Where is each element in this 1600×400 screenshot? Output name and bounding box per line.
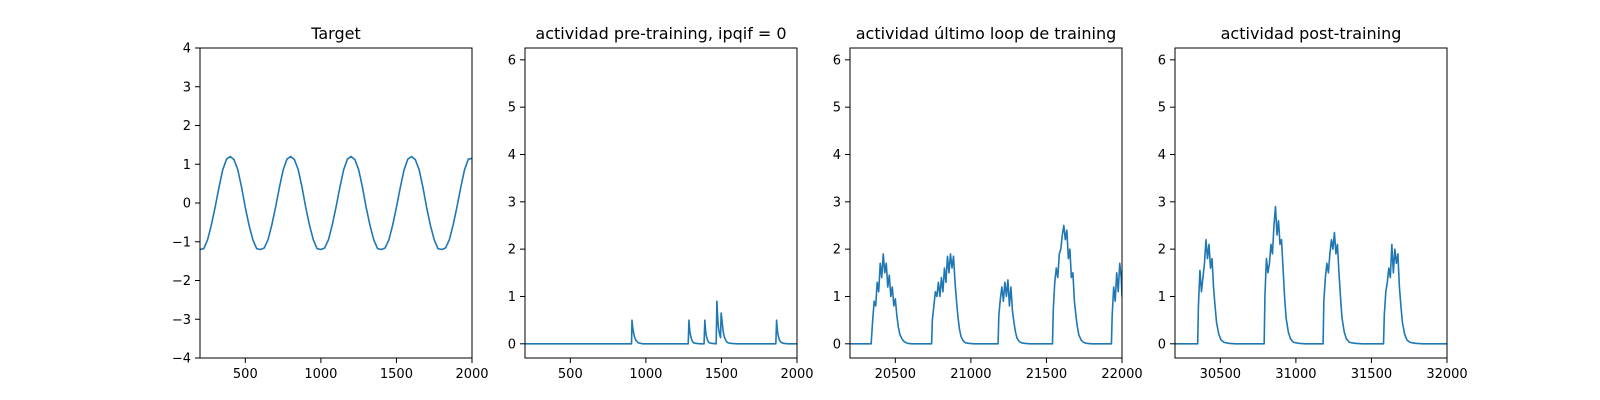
y-tick-label: 6 — [508, 53, 516, 68]
x-tick-label: 22000 — [1101, 367, 1142, 382]
y-tick-label: 2 — [183, 119, 191, 134]
y-tick-label: 0 — [1158, 337, 1166, 352]
x-tick-label: 21000 — [950, 367, 991, 382]
y-tick-label: 0 — [833, 337, 841, 352]
y-tick-label: 1 — [833, 290, 841, 305]
y-tick-label: −3 — [172, 313, 191, 328]
chart-panel-2: actividad pre-training, ipqif = 0 500 1000… — [508, 24, 814, 382]
series-line-1 — [525, 300, 797, 345]
chart-title: actividad último loop de training — [856, 24, 1117, 43]
y-tick-label: −2 — [172, 274, 191, 289]
axes-frame — [1174, 47, 1448, 359]
x-tick-label: 30500 — [1200, 367, 1241, 382]
axes-frame — [199, 47, 473, 359]
y-tick-label: 0 — [508, 337, 516, 352]
series-line-1 — [1175, 205, 1447, 345]
y-tick-label: −1 — [172, 235, 191, 250]
y-tick-label: −4 — [172, 352, 191, 367]
y-tick-label: 4 — [833, 148, 841, 163]
y-tick-label: 5 — [1158, 101, 1166, 116]
y-tick-label: 3 — [1158, 195, 1166, 210]
axes-frame — [524, 47, 798, 359]
chart-title: actividad pre-training, ipqif = 0 — [535, 24, 786, 43]
x-tick-label: 32000 — [1426, 367, 1467, 382]
x-tick-label: 1000 — [304, 367, 337, 382]
y-tick-label: 5 — [508, 101, 516, 116]
y-tick-label: 6 — [1158, 53, 1166, 68]
x-tick-label: 2000 — [455, 367, 488, 382]
series-line-1 — [200, 155, 472, 251]
y-tick-label: 2 — [1158, 243, 1166, 258]
chart-title: actividad post-training — [1221, 24, 1402, 43]
x-tick-label: 1500 — [705, 367, 738, 382]
y-tick-label: 2 — [833, 243, 841, 258]
chart-panel-1: Target 500 1000 1500 2000 −4 −3 −2 −1 0 1 2 3 4 — [172, 24, 489, 382]
axes-frame — [849, 47, 1123, 359]
series-line-1 — [850, 224, 1122, 345]
x-tick-label: 1500 — [380, 367, 413, 382]
x-tick-label: 2000 — [780, 367, 813, 382]
x-tick-label: 500 — [558, 367, 583, 382]
x-tick-label: 21500 — [1026, 367, 1067, 382]
y-tick-label: 5 — [833, 101, 841, 116]
x-tick-label: 500 — [233, 367, 258, 382]
y-tick-label: 3 — [183, 80, 191, 95]
x-tick-label: 31000 — [1275, 367, 1316, 382]
y-tick-label: 3 — [833, 195, 841, 210]
x-tick-label: 20500 — [875, 367, 916, 382]
y-tick-label: 4 — [1158, 148, 1166, 163]
y-tick-label: 0 — [183, 197, 191, 212]
y-tick-label: 3 — [508, 195, 516, 210]
y-tick-label: 6 — [833, 53, 841, 68]
y-tick-label: 4 — [508, 148, 516, 163]
y-tick-label: 1 — [508, 290, 516, 305]
y-tick-label: 2 — [508, 243, 516, 258]
y-tick-label: 1 — [183, 158, 191, 173]
x-tick-label: 31500 — [1351, 367, 1392, 382]
y-tick-label: 4 — [183, 42, 191, 57]
x-tick-label: 1000 — [629, 367, 662, 382]
chart-title: Target — [310, 24, 361, 43]
y-tick-label: 1 — [1158, 290, 1166, 305]
